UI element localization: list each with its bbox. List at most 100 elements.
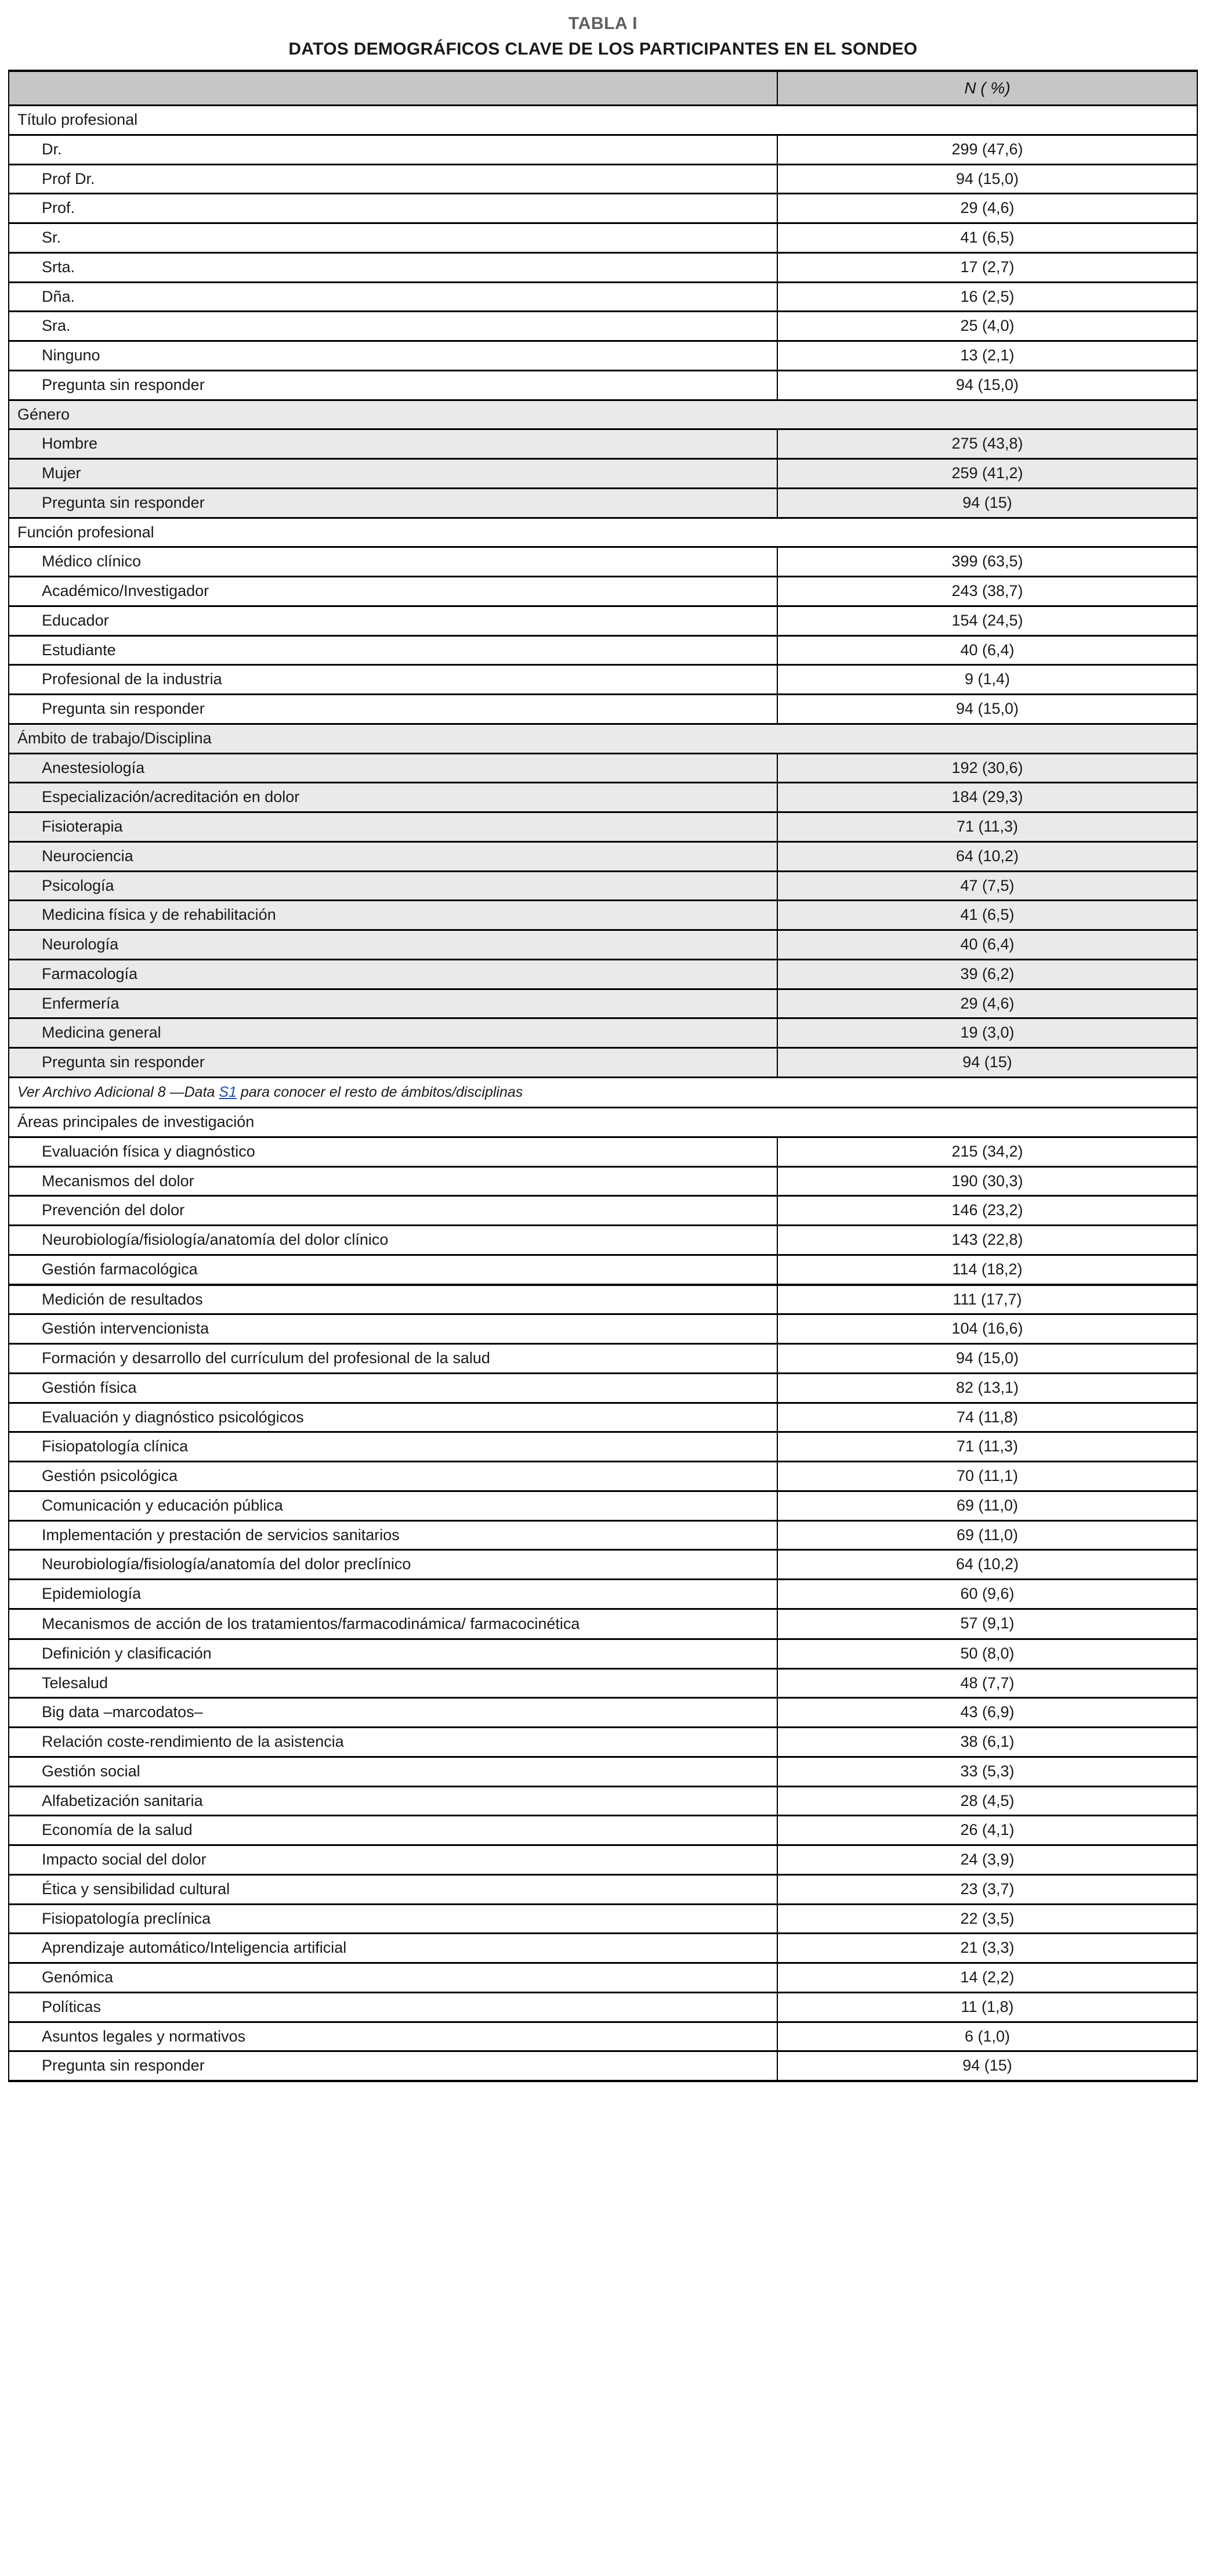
table-row: Mecanismos de acción de los tratamientos… <box>9 1607 1197 1639</box>
row-label: Pregunta sin responder <box>9 487 778 518</box>
footnote-s1-link[interactable]: S1 <box>219 1083 237 1100</box>
row-value: 24 (3,9) <box>777 1844 1197 1875</box>
row-value: 21 (3,3) <box>777 1932 1197 1963</box>
row-value: 19 (3,0) <box>777 1017 1197 1048</box>
row-value: 104 (16,6) <box>777 1313 1197 1344</box>
row-label: Mecanismos de acción de los tratamientos… <box>9 1607 778 1639</box>
table-row: Evaluación y diagnóstico psicológicos 74 … <box>9 1401 1197 1432</box>
row-label: Comunicación y educación pública <box>9 1490 778 1520</box>
row-value: 60 (9,6) <box>777 1578 1197 1609</box>
row-value: 259 (41,2) <box>777 458 1197 489</box>
table-row: Sr. 41 (6,5) <box>9 222 1197 253</box>
row-value: 25 (4,0) <box>777 310 1197 341</box>
table-row: Pregunta sin responder 94 (15) <box>9 487 1197 518</box>
row-label: Medicina física y de rehabilitación <box>9 899 778 930</box>
row-value: 40 (6,4) <box>777 929 1197 960</box>
row-label: Sra. <box>9 310 778 341</box>
row-value: 33 (5,3) <box>777 1755 1197 1787</box>
row-label: Pregunta sin responder <box>9 369 778 400</box>
row-value: 399 (63,5) <box>777 546 1197 577</box>
row-value: 22 (3,5) <box>777 1903 1197 1934</box>
table-row: Gestión social 33 (5,3) <box>9 1755 1197 1787</box>
row-label: Impacto social del dolor <box>9 1844 778 1875</box>
section-heading-row: Ámbito de trabajo/Disciplina <box>9 722 1197 753</box>
row-value: 143 (22,8) <box>777 1224 1197 1255</box>
row-value: 14 (2,2) <box>777 1962 1197 1993</box>
row-label: Psicología <box>9 870 778 901</box>
row-label: Sr. <box>9 222 778 253</box>
row-label: Estudiante <box>9 634 778 665</box>
row-label: Neurobiología/fisiología/anatomía del do… <box>9 1224 778 1255</box>
row-label: Epidemiología <box>9 1578 778 1609</box>
table-row: Fisioterapia 71 (11,3) <box>9 811 1197 842</box>
row-value: 71 (11,3) <box>777 1431 1197 1462</box>
row-label: Neurología <box>9 929 778 960</box>
row-value: 28 (4,5) <box>777 1785 1197 1816</box>
row-label: Medición de resultados <box>9 1283 778 1314</box>
row-label: Pregunta sin responder <box>9 1047 778 1078</box>
table-row: Genómica 14 (2,2) <box>9 1962 1197 1993</box>
row-value: 39 (6,2) <box>777 958 1197 989</box>
table-row: Alfabetización sanitaria 28 (4,5) <box>9 1785 1197 1816</box>
row-label: Formación y desarrollo del currículum de… <box>9 1343 778 1374</box>
table-row: Definición y clasificación 50 (8,0) <box>9 1638 1197 1669</box>
row-label: Srta. <box>9 251 778 282</box>
table-row: Enfermería 29 (4,6) <box>9 988 1197 1018</box>
row-value: 38 (6,1) <box>777 1726 1197 1757</box>
table-row: Políticas 11 (1,8) <box>9 1991 1197 2022</box>
table-row: Farmacología 39 (6,2) <box>9 958 1197 989</box>
section-heading-row: Función profesional <box>9 516 1197 547</box>
table-row: Dña. 16 (2,5) <box>9 281 1197 312</box>
row-value: 94 (15,0) <box>777 163 1197 194</box>
row-value: 17 (2,7) <box>777 251 1197 282</box>
row-label: Especialización/acreditación en dolor <box>9 782 778 812</box>
row-label: Académico/Investigador <box>9 576 778 606</box>
table-row: Mujer 259 (41,2) <box>9 458 1197 489</box>
row-value: 243 (38,7) <box>777 576 1197 606</box>
row-label: Relación coste-rendimiento de la asisten… <box>9 1726 778 1757</box>
row-value: 69 (11,0) <box>777 1519 1197 1550</box>
table-row: Aprendizaje automático/Inteligencia arti… <box>9 1932 1197 1963</box>
row-label: Prof. <box>9 193 778 223</box>
table-row: Impacto social del dolor 24 (3,9) <box>9 1844 1197 1875</box>
row-label: Definición y clasificación <box>9 1638 778 1669</box>
table-row: Evaluación física y diagnóstico 215 (34,2… <box>9 1136 1197 1166</box>
row-label: Evaluación física y diagnóstico <box>9 1136 778 1166</box>
table-row: Mecanismos del dolor 190 (30,3) <box>9 1165 1197 1196</box>
row-value: 11 (1,8) <box>777 1991 1197 2022</box>
table-row: Gestión farmacológica 114 (18,2) <box>9 1253 1197 1286</box>
table-row: Pregunta sin responder 94 (15,0) <box>9 369 1197 400</box>
table-row: Gestión psicológica 70 (11,1) <box>9 1461 1197 1491</box>
row-label: Políticas <box>9 1991 778 2022</box>
row-label: Dña. <box>9 281 778 312</box>
row-label: Educador <box>9 605 778 635</box>
row-label: Enfermería <box>9 988 778 1018</box>
table-row: Gestión intervencionista 104 (16,6) <box>9 1313 1197 1344</box>
table-row: Implementación y prestación de servicios… <box>9 1519 1197 1550</box>
table-row: Medicina general 19 (3,0) <box>9 1017 1197 1048</box>
row-value: 29 (4,6) <box>777 988 1197 1018</box>
row-value: 215 (34,2) <box>777 1136 1197 1166</box>
table-row: Psicología 47 (7,5) <box>9 870 1197 901</box>
table-titles: TABLA I DATOS DEMOGRÁFICOS CLAVE DE LOS … <box>0 0 1206 58</box>
row-value: 29 (4,6) <box>777 193 1197 223</box>
row-label: Mecanismos del dolor <box>9 1165 778 1196</box>
row-label: Ética y sensibilidad cultural <box>9 1873 778 1905</box>
table-row: Economía de la salud 26 (4,1) <box>9 1815 1197 1845</box>
row-label: Profesional de la industria <box>9 664 778 695</box>
table-row: Asuntos legales y normativos 6 (1,0) <box>9 2021 1197 2051</box>
table-row: Prof. 29 (4,6) <box>9 193 1197 223</box>
table-row: Prevención del dolor 146 (23,2) <box>9 1195 1197 1226</box>
table-row: Pregunta sin responder 94 (15) <box>9 1047 1197 1078</box>
row-value: 41 (6,5) <box>777 899 1197 930</box>
row-value: 94 (15,0) <box>777 693 1197 724</box>
row-value: 64 (10,2) <box>777 840 1197 871</box>
row-value: 192 (30,6) <box>777 752 1197 783</box>
table-row: Sra. 25 (4,0) <box>9 310 1197 341</box>
table-row: Neurociencia 64 (10,2) <box>9 840 1197 871</box>
table-page: TABLA I DATOS DEMOGRÁFICOS CLAVE DE LOS … <box>0 0 1206 2083</box>
row-value: 94 (15) <box>777 1047 1197 1078</box>
row-value: 13 (2,1) <box>777 340 1197 371</box>
row-value: 190 (30,3) <box>777 1165 1197 1196</box>
row-label: Prevención del dolor <box>9 1195 778 1226</box>
